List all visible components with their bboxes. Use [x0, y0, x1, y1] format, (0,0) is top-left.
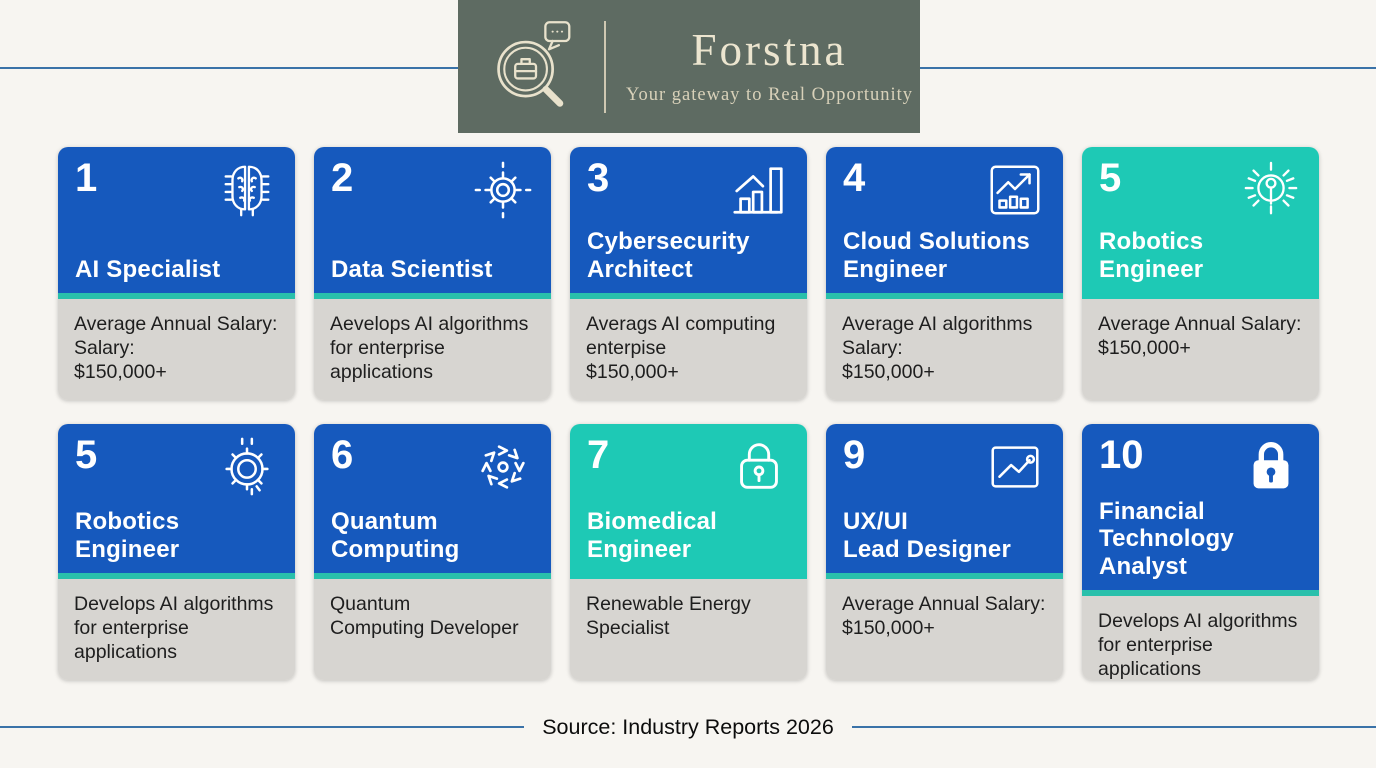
card-top: 4 Cloud Solutions Engineer [826, 147, 1063, 293]
card-divider [1082, 293, 1319, 299]
card-description: Average Annual Salary: Salary: $150,000+ [58, 299, 295, 400]
card-rank: 6 [331, 433, 354, 477]
card-title: UX/UI Lead Designer [843, 508, 1011, 563]
card-description: Average AI algorithms Salary: $150,000+ [826, 299, 1063, 400]
card-description: Renewable Energy Specialist [570, 579, 807, 680]
card-title: Cloud Solutions Engineer [843, 228, 1030, 283]
card-top: 5 Robotics Engineer [1082, 147, 1319, 293]
job-card-uxui-lead-designer: 9 UX/UI Lead Designer Average Annual Sal… [826, 424, 1063, 680]
card-description: Average Annual Salary: $150,000+ [826, 579, 1063, 680]
card-title: Biomedical Engineer [587, 508, 718, 563]
card-title: Robotics Engineer [1099, 228, 1204, 283]
card-divider [1082, 590, 1319, 597]
card-divider [570, 293, 807, 299]
card-rank: 1 [75, 156, 98, 200]
card-description: Aevelops AI algorithms for enterprise ap… [314, 299, 551, 400]
card-top: 3 Cybersecurity Architect [570, 147, 807, 293]
card-top: 9 UX/UI Lead Designer [826, 424, 1063, 573]
card-top: 7 Biomedical Engineer [570, 424, 807, 573]
card-description: Quantum Computing Developer [314, 579, 551, 680]
brand-name: Forstna [691, 25, 848, 76]
card-rank: 3 [587, 156, 610, 200]
card-description: Develops AI algorithms for enterprise ap… [1082, 596, 1319, 680]
job-card-financial-technology-analyst: 10 Financial Technology Analyst Develops… [1082, 424, 1319, 680]
card-divider [570, 573, 807, 579]
chip-gear-icon [216, 436, 278, 498]
card-title: Quantum Computing [331, 508, 460, 563]
padlock-solid-icon [1240, 436, 1302, 498]
card-top: 1 AI Specialist [58, 147, 295, 293]
card-title: Cybersecurity Architect [587, 228, 750, 283]
card-divider [826, 293, 1063, 299]
job-card-robotics-engineer-teal: 5 Robotics Engineer Average Annual Salar… [1082, 147, 1319, 400]
source-footer: Source: Industry Reports 2026 [0, 712, 1376, 742]
card-divider [58, 293, 295, 299]
framed-growth-icon [984, 159, 1046, 221]
card-divider [58, 573, 295, 579]
footer-rule-left [0, 726, 525, 728]
card-title: AI Specialist [75, 255, 221, 283]
card-rank: 7 [587, 433, 610, 477]
source-text: Source: Industry Reports 2026 [542, 714, 834, 739]
job-card-robotics-engineer: 5 Robotics Engineer Develops AI algorith [58, 424, 295, 680]
card-description: Averags AI computing enterpise $150,000+ [570, 299, 807, 400]
job-card-ai-specialist: 1 AI Specialist Average A [58, 147, 295, 400]
card-divider [314, 293, 551, 299]
bar-growth-icon [728, 159, 790, 221]
card-top: 6 [314, 424, 551, 573]
padlock-outline-icon [728, 436, 790, 498]
card-description: Average Annual Salary: $150,000+ [1082, 299, 1319, 400]
card-rank: 9 [843, 433, 866, 477]
job-card-cloud-solutions-engineer: 4 Cloud Solutions Engineer [826, 147, 1063, 400]
card-title: Financial Technology Analyst [1099, 498, 1234, 580]
card-divider [314, 573, 551, 579]
job-card-grid: 1 AI Specialist Average A [58, 147, 1319, 680]
quantum-radial-icon [472, 436, 534, 498]
footer-rule-right [851, 726, 1376, 728]
briefcase-search-icon [484, 15, 588, 119]
gear-spokes-icon [472, 159, 534, 221]
header-divider [604, 20, 606, 113]
card-rank: 10 [1099, 433, 1144, 477]
header-text-block: Forstna Your gateway to Real Opportunity [626, 27, 927, 105]
framed-line-icon [984, 436, 1046, 498]
speech-bubble-icon [544, 20, 571, 50]
brand-tagline: Your gateway to Real Opportunity [626, 84, 914, 105]
job-card-cybersecurity-architect: 3 Cybersecurity Architect Averags AI com [570, 147, 807, 400]
card-title: Robotics Engineer [75, 508, 180, 563]
card-top: 2 Data Scientist [314, 147, 551, 293]
card-top: 5 Robotics Engineer [58, 424, 295, 573]
card-divider [826, 573, 1063, 579]
job-card-biomedical-engineer: 7 Biomedical Engineer Renewable Energy S… [570, 424, 807, 680]
card-rank: 2 [331, 156, 354, 200]
card-rank: 5 [1099, 156, 1122, 200]
card-rank: 5 [75, 433, 98, 477]
job-card-data-scientist: 2 Data Scientist Aevelops AI algorithms [314, 147, 551, 400]
card-rank: 4 [843, 156, 866, 200]
brand-header: Forstna Your gateway to Real Opportunity [458, 0, 920, 133]
ai-brain-icon [216, 159, 278, 221]
card-title: Data Scientist [331, 255, 493, 283]
idea-rays-icon [1240, 159, 1302, 221]
card-description: Develops AI algorithms for enterprise ap… [58, 579, 295, 680]
job-card-quantum-computing: 6 [314, 424, 551, 680]
card-top: 10 Financial Technology Analyst [1082, 424, 1319, 591]
